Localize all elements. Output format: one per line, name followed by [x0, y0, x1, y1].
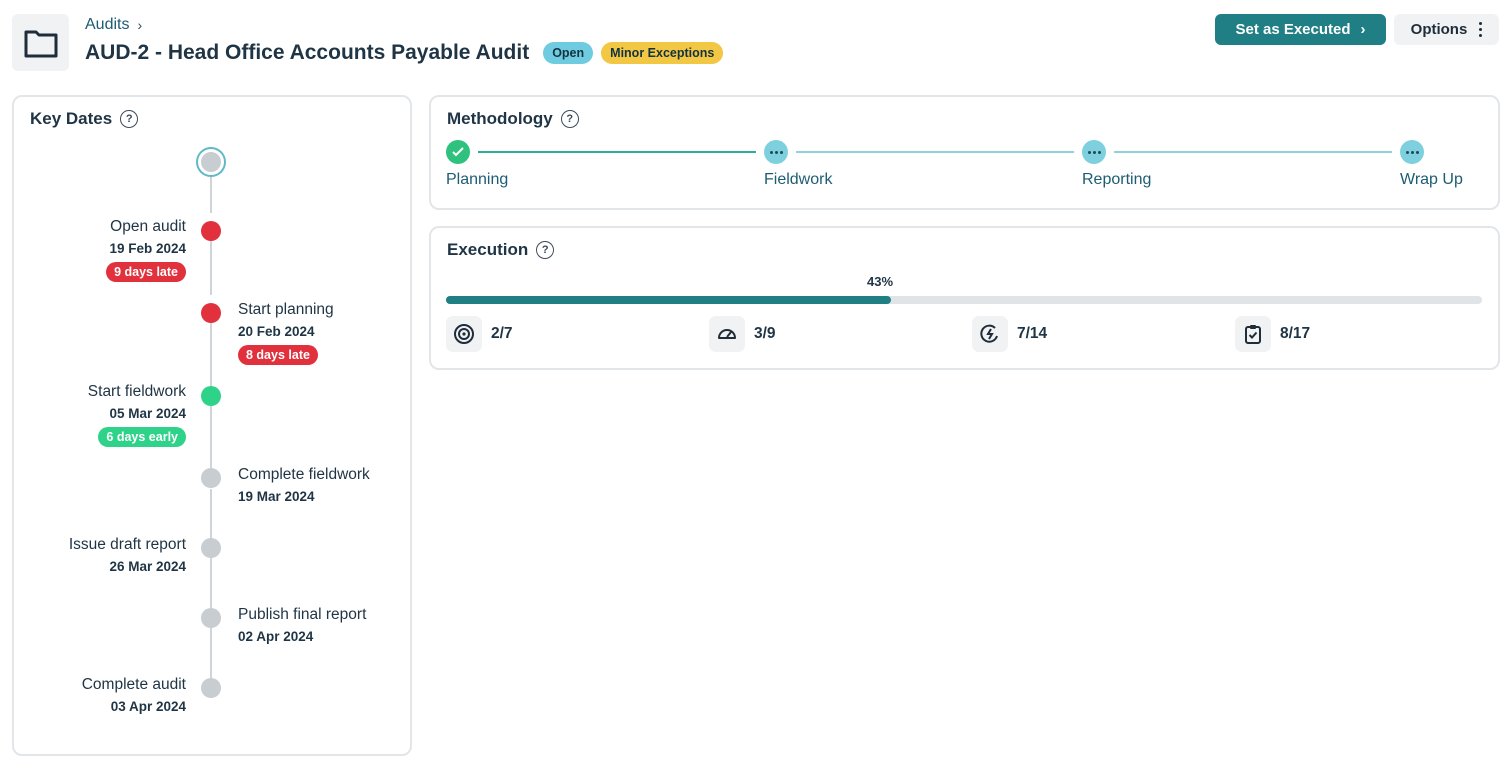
early-badge: 6 days early: [98, 427, 186, 447]
timeline-connector: [210, 323, 212, 387]
key-date-start-fieldwork: Start fieldwork 05 Mar 2024 6 days early: [88, 383, 186, 447]
title-row: AUD-2 - Head Office Accounts Payable Aud…: [85, 41, 724, 65]
timeline-connector: [210, 406, 212, 468]
key-date-date: 20 Feb 2024: [238, 324, 315, 339]
step-fieldwork-label[interactable]: Fieldwork: [764, 171, 833, 188]
key-date-date: 19 Mar 2024: [238, 489, 315, 504]
execution-title-text: Execution: [447, 240, 529, 259]
late-badge: 9 days late: [106, 262, 186, 282]
stat-risks[interactable]: 3/9: [709, 316, 776, 352]
key-dates-title-text: Key Dates: [30, 109, 113, 128]
folder-icon: [12, 14, 69, 71]
key-date-date: 03 Apr 2024: [110, 699, 186, 714]
set-as-executed-button[interactable]: Set as Executed ›: [1215, 14, 1386, 45]
timeline-dot-start-planning: [201, 303, 221, 323]
key-date-date: 19 Feb 2024: [109, 241, 186, 256]
key-date-name: Open audit: [110, 218, 186, 235]
gauge-icon: [709, 316, 745, 352]
stat-value: 3/9: [754, 325, 776, 342]
breadcrumb-audits-link[interactable]: Audits: [85, 16, 130, 33]
timeline-dot-start-fieldwork: [201, 386, 221, 406]
progress-percent: 43%: [867, 274, 894, 289]
key-date-name: Start planning: [238, 301, 334, 318]
step-connector: [478, 151, 756, 153]
stat-controls[interactable]: 7/14: [972, 316, 1047, 352]
key-dates-panel: Key Dates ?: [12, 95, 412, 756]
methodology-title-text: Methodology: [447, 109, 553, 128]
timeline-connector: [210, 175, 212, 213]
set-as-executed-label: Set as Executed: [1235, 21, 1351, 38]
cycle-icon: [972, 316, 1008, 352]
key-date-publish-final-report: Publish final report 02 Apr 2024: [238, 606, 366, 644]
page-title: AUD-2 - Head Office Accounts Payable Aud…: [85, 41, 530, 64]
timeline-connector: [210, 628, 212, 678]
help-icon[interactable]: ?: [120, 110, 139, 128]
stat-objectives[interactable]: 2/7: [446, 316, 513, 352]
opinion-badge: Minor Exceptions: [601, 42, 724, 64]
key-date-issue-draft-report: Issue draft report 26 Mar 2024: [69, 536, 186, 574]
help-icon[interactable]: ?: [536, 241, 555, 259]
chevron-right-icon: ›: [137, 17, 143, 33]
execution-progress-fill: [446, 296, 892, 304]
key-date-date: 02 Apr 2024: [238, 629, 314, 644]
key-date-name: Issue draft report: [68, 536, 186, 553]
breadcrumb: Audits ›: [85, 16, 142, 34]
key-date-name: Publish final report: [238, 606, 367, 623]
key-date-date: 05 Mar 2024: [109, 406, 186, 421]
key-date-name: Complete fieldwork: [238, 466, 370, 483]
step-wrap-up-pending-icon[interactable]: [1400, 140, 1424, 164]
key-date-complete-fieldwork: Complete fieldwork 19 Mar 2024: [238, 466, 370, 504]
execution-title: Execution ?: [447, 240, 555, 260]
stat-value: 2/7: [491, 325, 513, 342]
key-dates-title: Key Dates ?: [30, 109, 139, 129]
status-badge: Open: [543, 42, 594, 64]
timeline-dot-complete-audit: [201, 678, 221, 698]
methodology-title: Methodology ?: [447, 109, 579, 129]
step-connector: [1114, 151, 1392, 153]
step-reporting-pending-icon[interactable]: [1082, 140, 1106, 164]
target-icon: [446, 316, 482, 352]
late-badge: 8 days late: [238, 345, 318, 365]
step-fieldwork-pending-icon[interactable]: [764, 140, 788, 164]
key-date-open-audit: Open audit 19 Feb 2024 9 days late: [106, 218, 186, 282]
stat-value: 7/14: [1017, 325, 1048, 342]
key-date-start-planning: Start planning 20 Feb 2024 8 days late: [238, 301, 334, 365]
timeline-dot-issue-draft-report: [201, 538, 221, 558]
timeline-dot-complete-fieldwork: [201, 468, 221, 488]
timeline-dot-publish-final-report: [201, 608, 221, 628]
help-icon[interactable]: ?: [560, 110, 579, 128]
timeline-dot-open-audit: [201, 221, 221, 241]
chevron-right-icon: ›: [1360, 21, 1366, 38]
options-label: Options: [1410, 21, 1468, 38]
kebab-icon: [1479, 22, 1483, 37]
stat-tests[interactable]: 8/17: [1235, 316, 1310, 352]
timeline-start-dot: [198, 149, 224, 175]
stat-value: 8/17: [1280, 325, 1311, 342]
step-connector: [796, 151, 1074, 153]
execution-progress-bar: [446, 296, 1482, 304]
step-wrap-up-label[interactable]: Wrap Up: [1400, 171, 1463, 188]
timeline-connector: [210, 489, 212, 539]
key-date-name: Start fieldwork: [87, 383, 186, 400]
key-date-name: Complete audit: [81, 676, 186, 693]
timeline-connector: [210, 241, 212, 295]
step-reporting-label[interactable]: Reporting: [1082, 171, 1152, 188]
clipboard-check-icon: [1235, 316, 1271, 352]
step-planning-label[interactable]: Planning: [446, 171, 509, 188]
key-date-complete-audit: Complete audit 03 Apr 2024: [82, 676, 186, 714]
key-date-date: 26 Mar 2024: [109, 559, 186, 574]
options-button[interactable]: Options: [1394, 14, 1499, 45]
step-planning-check-icon[interactable]: [446, 140, 470, 164]
timeline-connector: [210, 558, 212, 608]
